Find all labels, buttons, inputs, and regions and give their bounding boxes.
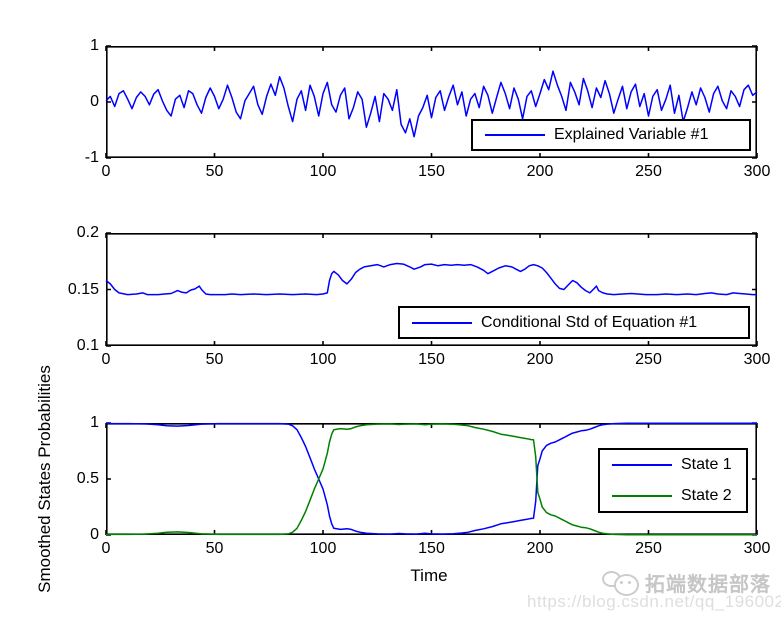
x-tick-label: 250: [635, 351, 662, 368]
x-tick-label: 150: [418, 540, 445, 557]
y-tick-label: 0.5: [76, 470, 99, 488]
legend-conditional-std: Conditional Std of Equation #1: [398, 306, 750, 339]
legend-line-sample: [612, 464, 672, 467]
x-tick-label: 0: [101, 163, 111, 180]
x-tick-label: 50: [205, 351, 224, 368]
x-tick-label: 50: [205, 163, 224, 180]
x-tick-label: 250: [635, 540, 662, 557]
line-series-explained-variable-1: [105, 70, 758, 138]
legend-label: Conditional Std of Equation #1: [481, 313, 698, 331]
y-tick-label: 0: [90, 526, 99, 544]
y-tick-label: 1: [90, 414, 99, 432]
legend-states: State 1 State 2: [598, 448, 748, 513]
subplot-conditional-std-axes: 0 50 100 150 200 250 300 0.2 0.15 0.1: [68, 224, 770, 368]
x-tick-label: 200: [526, 540, 554, 557]
watermark-url-text: https://blog.csdn.net/qq_19600291: [527, 592, 781, 611]
y-tick-label: -1: [84, 149, 99, 167]
x-tick-label: 300: [743, 163, 771, 180]
legend-item-state-2: State 2: [600, 487, 746, 505]
x-tick-label: 150: [418, 351, 445, 368]
x-axis-label: Time: [410, 566, 448, 585]
y-tick-label: 0.1: [76, 337, 99, 355]
legend-label: State 2: [681, 486, 732, 504]
line-series-state-1: [106, 422, 757, 535]
x-tick-label: 200: [526, 163, 554, 180]
legend-line-sample: [412, 321, 472, 324]
watermark-logo-icon: [601, 569, 641, 597]
line-series-conditional-std-of-equation-1: [105, 262, 757, 296]
x-tick-label: 250: [635, 163, 662, 180]
legend-explained-variable: Explained Variable #1: [471, 119, 751, 151]
x-tick-label: 0: [101, 540, 111, 557]
line-series-state-2: [106, 423, 757, 536]
legend-item: Explained Variable #1: [473, 126, 749, 144]
y-tick-label: 1: [90, 37, 99, 55]
watermark: 拓端数据部落: [601, 568, 771, 597]
watermark-brand-text: 拓端数据部落: [645, 574, 771, 596]
subplot-smoothed-states-axes: 0 50 100 150 200 250 300 1 0.5 0: [77, 414, 771, 557]
y-tick-label: 0.15: [67, 280, 99, 298]
x-tick-label: 100: [309, 163, 337, 180]
x-tick-label: 300: [743, 351, 771, 368]
x-tick-label: 100: [309, 351, 337, 368]
x-tick-label: 100: [309, 540, 337, 557]
x-tick-label: 150: [418, 163, 445, 180]
x-tick-label: 50: [205, 540, 224, 557]
legend-item-state-1: State 1: [600, 456, 746, 474]
legend-item: Conditional Std of Equation #1: [400, 314, 748, 332]
x-tick-label: 200: [526, 351, 554, 368]
y-axis-label: Smoothed States Probabilities: [35, 365, 54, 593]
legend-label: State 1: [681, 456, 732, 474]
legend-label: Explained Variable #1: [554, 126, 709, 143]
x-tick-label: 0: [101, 351, 111, 368]
legend-line-sample: [612, 494, 672, 497]
legend-line-sample: [485, 134, 545, 136]
y-tick-label: 0: [90, 93, 99, 111]
y-tick-label: 0.2: [76, 224, 99, 242]
x-tick-label: 300: [743, 540, 771, 557]
subplot-explained-variable-axes: 0 50 100 150 200 250 300 1 0 -1: [85, 37, 771, 180]
